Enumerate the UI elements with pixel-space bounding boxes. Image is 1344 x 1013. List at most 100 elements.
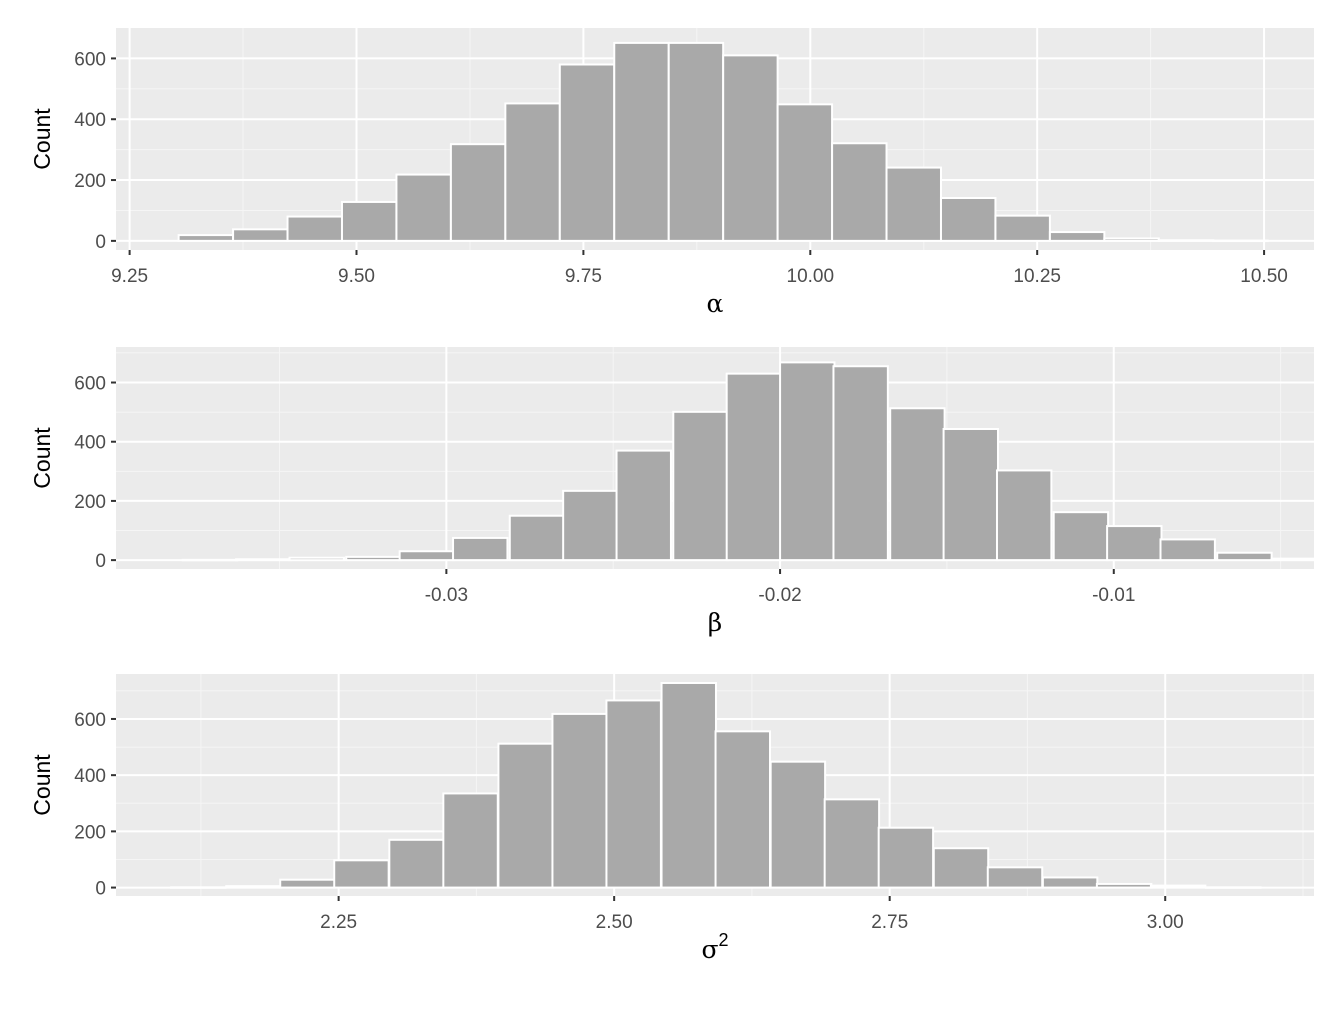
histogram-bar bbox=[672, 410, 729, 562]
histogram-bar bbox=[286, 215, 343, 242]
histogram-bar bbox=[1216, 551, 1273, 562]
histogram-bar bbox=[832, 365, 889, 562]
y-axis-title: Count bbox=[29, 754, 55, 816]
histogram-bar bbox=[279, 878, 336, 889]
histogram-bar bbox=[449, 143, 507, 242]
histogram-bar bbox=[725, 372, 783, 562]
x-tick-label: 2.25 bbox=[320, 912, 357, 933]
x-axis-title-superscript: 2 bbox=[719, 930, 729, 950]
y-tick-label: 600 bbox=[74, 49, 106, 70]
x-axis-title: σ2 bbox=[701, 930, 728, 964]
histogram-bar bbox=[232, 228, 289, 242]
histogram-bar bbox=[613, 41, 670, 242]
histogram-bar bbox=[504, 102, 561, 242]
x-tick-label: -0.03 bbox=[425, 585, 468, 606]
x-axis-title-symbol: β bbox=[708, 608, 722, 637]
histogram-bar bbox=[551, 712, 608, 889]
histogram-bar bbox=[1103, 237, 1160, 242]
x-tick-label: -0.02 bbox=[758, 585, 801, 606]
histogram-bar bbox=[776, 103, 834, 242]
x-tick-label: 10.25 bbox=[1013, 266, 1061, 287]
histogram-bar bbox=[181, 558, 239, 562]
histogram-bar bbox=[1106, 525, 1163, 562]
histogram-bar bbox=[769, 760, 827, 889]
y-tick-label: 0 bbox=[95, 232, 106, 253]
histogram-bar bbox=[345, 555, 402, 562]
histogram-bar bbox=[1204, 886, 1262, 889]
histogram-bar bbox=[235, 558, 292, 562]
x-axis-title-symbol: α bbox=[707, 289, 724, 318]
x-tick-label: 2.75 bbox=[871, 912, 908, 933]
histogram-bar bbox=[225, 885, 282, 889]
histogram-beta: 0 200 400 600 -0.03 -0.02 -0.01 Count β bbox=[0, 330, 1344, 660]
histogram-bar bbox=[995, 469, 1053, 562]
y-tick-label: 400 bbox=[74, 433, 106, 454]
y-tick-label: 0 bbox=[95, 551, 106, 572]
histogram-bar bbox=[1149, 884, 1207, 889]
x-axis-title-symbol: σ bbox=[701, 935, 718, 964]
histogram-bar bbox=[1048, 231, 1106, 242]
histogram-bar bbox=[558, 63, 616, 242]
x-tick-label: 9.50 bbox=[338, 266, 375, 287]
histogram-bar bbox=[1212, 239, 1269, 243]
histogram-bar bbox=[615, 449, 672, 562]
y-axis-title: Count bbox=[29, 427, 55, 489]
histogram-bar bbox=[170, 886, 227, 889]
histogram-bar bbox=[508, 514, 566, 562]
x-tick-label: 10.00 bbox=[787, 266, 835, 287]
histogram-bar bbox=[667, 41, 725, 242]
x-tick-label: 2.50 bbox=[596, 912, 633, 933]
histogram-alpha: 0 200 400 600 9.25 9.50 9.75 10.00 10.25 10.50 Cou… bbox=[0, 0, 1344, 330]
x-axis-title: β bbox=[708, 608, 722, 637]
histogram-bar bbox=[562, 489, 619, 562]
x-axis-title: α bbox=[707, 289, 724, 318]
histogram-bar bbox=[885, 166, 942, 242]
histogram-bar bbox=[932, 847, 990, 889]
histogram-bar bbox=[823, 798, 881, 889]
histogram-bar bbox=[831, 142, 888, 242]
histogram-sigma-squared-svg: 0 200 400 600 2.25 2.50 2.75 3.00 Count σ2 bbox=[29, 674, 1314, 964]
histogram-bar bbox=[877, 826, 935, 889]
histogram-beta-svg: 0 200 400 600 -0.03 -0.02 -0.01 Count β bbox=[29, 347, 1328, 637]
x-tick-label: 3.00 bbox=[1147, 912, 1184, 933]
histogram-bar bbox=[939, 196, 997, 242]
histogram-bar bbox=[779, 361, 836, 562]
histogram-bar bbox=[1157, 239, 1215, 242]
histogram-bar bbox=[288, 556, 345, 562]
histogram-bar bbox=[398, 550, 456, 562]
y-tick-label: 200 bbox=[74, 492, 106, 513]
histogram-bar bbox=[333, 859, 390, 889]
y-tick-label: 200 bbox=[74, 822, 106, 843]
y-tick-label: 200 bbox=[74, 171, 106, 192]
histogram-bar bbox=[994, 214, 1051, 242]
y-tick-label: 600 bbox=[74, 374, 106, 395]
histogram-bar bbox=[986, 866, 1044, 889]
x-tick-label: 9.25 bbox=[111, 266, 148, 287]
histogram-bar bbox=[722, 54, 779, 242]
x-tick-label: 10.50 bbox=[1240, 266, 1288, 287]
histogram-alpha-svg: 0 200 400 600 9.25 9.50 9.75 10.00 10.25 10.50 Cou… bbox=[29, 28, 1314, 318]
histogram-bar bbox=[388, 838, 445, 889]
histogram-bar bbox=[889, 407, 946, 562]
histogram-bar bbox=[1095, 882, 1153, 889]
y-tick-label: 400 bbox=[74, 766, 106, 787]
histogram-bar bbox=[497, 742, 554, 889]
histogram-bar bbox=[340, 200, 398, 242]
y-tick-label: 0 bbox=[95, 879, 106, 900]
x-tick-label: 9.75 bbox=[565, 266, 602, 287]
histogram-bar bbox=[714, 730, 771, 889]
histogram-sigma-squared: 0 200 400 600 2.25 2.50 2.75 3.00 Count σ2 bbox=[0, 660, 1344, 1008]
y-axis-title: Count bbox=[29, 108, 55, 170]
histogram-bar bbox=[395, 173, 452, 242]
histogram-bar bbox=[1159, 538, 1216, 562]
histogram-bar bbox=[942, 427, 999, 562]
histogram-bar bbox=[177, 234, 235, 242]
x-tick-label: -0.01 bbox=[1092, 585, 1135, 606]
histogram-bar bbox=[1041, 876, 1099, 889]
histogram-bar bbox=[452, 536, 509, 562]
histogram-bar bbox=[660, 681, 717, 889]
y-tick-label: 600 bbox=[74, 710, 106, 731]
histogram-bar bbox=[1270, 557, 1328, 562]
histogram-bar bbox=[605, 699, 662, 889]
histogram-bar bbox=[1052, 511, 1110, 562]
